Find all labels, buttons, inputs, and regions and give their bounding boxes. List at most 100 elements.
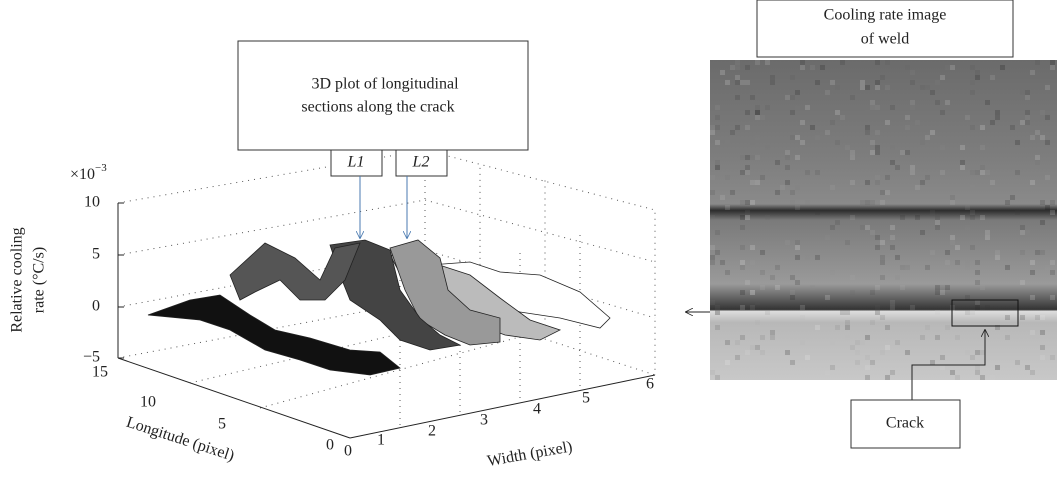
- texture-cell: [1010, 235, 1015, 240]
- texture-cell: [710, 190, 715, 195]
- texture-cell: [875, 285, 880, 290]
- texture-cell: [715, 165, 720, 170]
- texture-cell: [850, 345, 855, 350]
- texture-cell: [885, 375, 890, 380]
- texture-cell: [740, 290, 745, 295]
- texture-cell: [830, 365, 835, 370]
- texture-cell: [715, 250, 720, 255]
- texture-cell: [790, 190, 795, 195]
- texture-cell: [960, 90, 965, 95]
- texture-cell: [825, 370, 830, 375]
- texture-cell: [890, 225, 895, 230]
- texture-cell: [885, 175, 890, 180]
- texture-cell: [985, 100, 990, 105]
- texture-cell: [760, 245, 765, 250]
- texture-cell: [935, 225, 940, 230]
- texture-cell: [1030, 295, 1035, 300]
- texture-cell: [805, 60, 810, 65]
- texture-cell: [1005, 315, 1010, 320]
- texture-cell: [835, 220, 840, 225]
- texture-cell: [865, 130, 870, 135]
- texture-cell: [710, 125, 715, 130]
- texture-cell: [1030, 260, 1035, 265]
- texture-cell: [725, 140, 730, 145]
- texture-cell: [990, 375, 995, 380]
- plot-callout: [238, 41, 528, 150]
- texture-cell: [755, 110, 760, 115]
- texture-cell: [740, 215, 745, 220]
- texture-cell: [850, 215, 855, 220]
- texture-cell: [890, 245, 895, 250]
- texture-cell: [935, 290, 940, 295]
- texture-cell: [945, 260, 950, 265]
- texture-cell: [805, 105, 810, 110]
- texture-cell: [755, 320, 760, 325]
- texture-cell: [795, 105, 800, 110]
- z-ticks: 1050−5: [83, 194, 100, 366]
- texture-cell: [745, 200, 750, 205]
- texture-cell: [1035, 315, 1040, 320]
- texture-cell: [710, 245, 715, 250]
- width-tick-label: 0: [344, 443, 352, 460]
- texture-cell: [840, 310, 845, 315]
- texture-cell: [1010, 125, 1015, 130]
- texture-cell: [790, 135, 795, 140]
- texture-cell: [745, 210, 750, 215]
- texture-cell: [920, 85, 925, 90]
- texture-cell: [735, 95, 740, 100]
- texture-cell: [875, 310, 880, 315]
- texture-cell: [935, 215, 940, 220]
- texture-cell: [915, 120, 920, 125]
- texture-cell: [860, 225, 865, 230]
- texture-cell: [795, 185, 800, 190]
- texture-cell: [905, 125, 910, 130]
- image-title: of weld: [861, 31, 909, 48]
- texture-cell: [710, 175, 715, 180]
- texture-cell: [865, 375, 870, 380]
- texture-cell: [995, 255, 1000, 260]
- texture-cell: [745, 80, 750, 85]
- texture-cell: [930, 210, 935, 215]
- z-multiplier: ×10−3: [70, 162, 107, 183]
- texture-cell: [720, 70, 725, 75]
- texture-cell: [715, 160, 720, 165]
- texture-cell: [730, 65, 735, 70]
- texture-cell: [760, 335, 765, 340]
- texture-cell: [745, 280, 750, 285]
- texture-cell: [855, 340, 860, 345]
- texture-cell: [1030, 330, 1035, 335]
- texture-cell: [1045, 175, 1050, 180]
- callout-text: 3D plot of longitudinal: [311, 76, 459, 93]
- texture-cell: [835, 110, 840, 115]
- texture-cell: [710, 130, 715, 135]
- texture-cell: [910, 100, 915, 105]
- texture-cell: [925, 265, 930, 270]
- texture-cell: [1020, 90, 1025, 95]
- texture-cell: [1050, 270, 1055, 275]
- texture-cell: [1005, 335, 1010, 340]
- width-tick-label: 2: [428, 423, 436, 440]
- texture-cell: [715, 105, 720, 110]
- texture-cell: [755, 180, 760, 185]
- width-tick-label: 3: [480, 412, 488, 429]
- texture-cell: [955, 335, 960, 340]
- texture-cell: [825, 130, 830, 135]
- texture-cell: [875, 80, 880, 85]
- texture-cell: [770, 275, 775, 280]
- texture-cell: [935, 335, 940, 340]
- texture-cell: [755, 115, 760, 120]
- texture-cell: [790, 360, 795, 365]
- texture-cell: [830, 185, 835, 190]
- texture-cell: [800, 340, 805, 345]
- texture-cell: [970, 65, 975, 70]
- texture-cell: [975, 305, 980, 310]
- texture-cell: [935, 285, 940, 290]
- texture-cell: [975, 75, 980, 80]
- texture-cell: [725, 270, 730, 275]
- texture-cell: [830, 340, 835, 345]
- texture-cell: [835, 325, 840, 330]
- texture-cell: [740, 170, 745, 175]
- texture-cell: [900, 215, 905, 220]
- texture-cell: [880, 75, 885, 80]
- texture-cell: [750, 160, 755, 165]
